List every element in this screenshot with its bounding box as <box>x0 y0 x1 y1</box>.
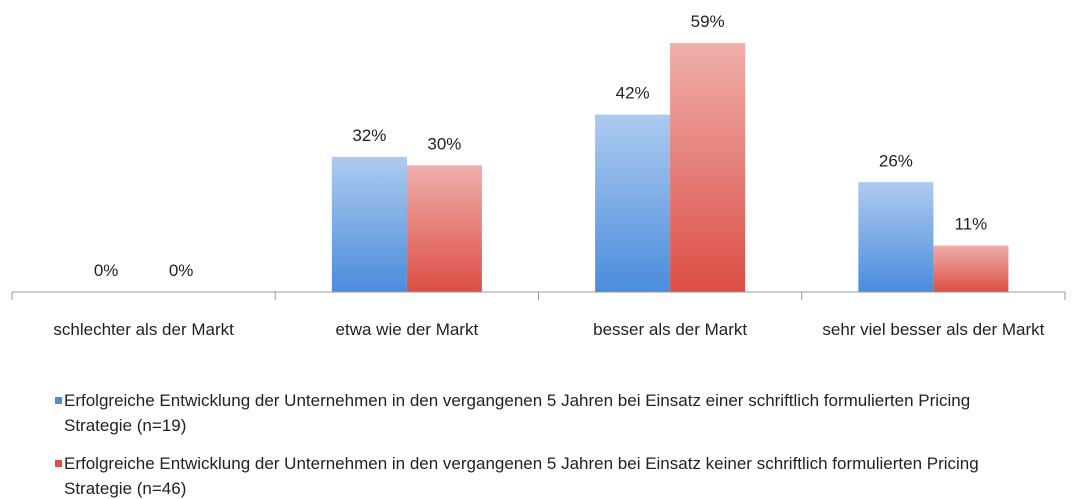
x-tick-label: besser als der Markt <box>593 320 748 339</box>
value-label: 11% <box>954 215 987 234</box>
legend-swatch <box>55 460 62 467</box>
x-tick-label: schlechter als der Markt <box>53 320 234 339</box>
bar-sheen <box>933 245 1009 292</box>
value-label: 0% <box>94 261 119 280</box>
value-label: 0% <box>169 261 194 280</box>
value-label: 26% <box>879 151 913 170</box>
x-tick-label: sehr viel besser als der Markt <box>822 320 1045 339</box>
bar-sheen <box>858 182 934 292</box>
value-label: 30% <box>427 134 461 153</box>
legend-item: Erfolgreiche Entwicklung der Unternehmen… <box>55 451 1039 499</box>
legend-label: Erfolgreiche Entwicklung der Unternehmen… <box>64 454 979 498</box>
bar-sheen <box>331 156 407 292</box>
bar-sheen <box>670 43 746 292</box>
bar-sheen <box>595 114 671 293</box>
bar-sheen <box>406 165 482 292</box>
value-label: 59% <box>691 12 725 31</box>
value-label: 32% <box>352 126 386 145</box>
legend-swatch <box>55 397 62 404</box>
x-tick-label: etwa wie der Markt <box>335 320 479 339</box>
value-label: 42% <box>616 84 650 103</box>
legend-label: Erfolgreiche Entwicklung der Unternehmen… <box>64 391 971 435</box>
legend-item: Erfolgreiche Entwicklung der Unternehmen… <box>55 388 1039 438</box>
